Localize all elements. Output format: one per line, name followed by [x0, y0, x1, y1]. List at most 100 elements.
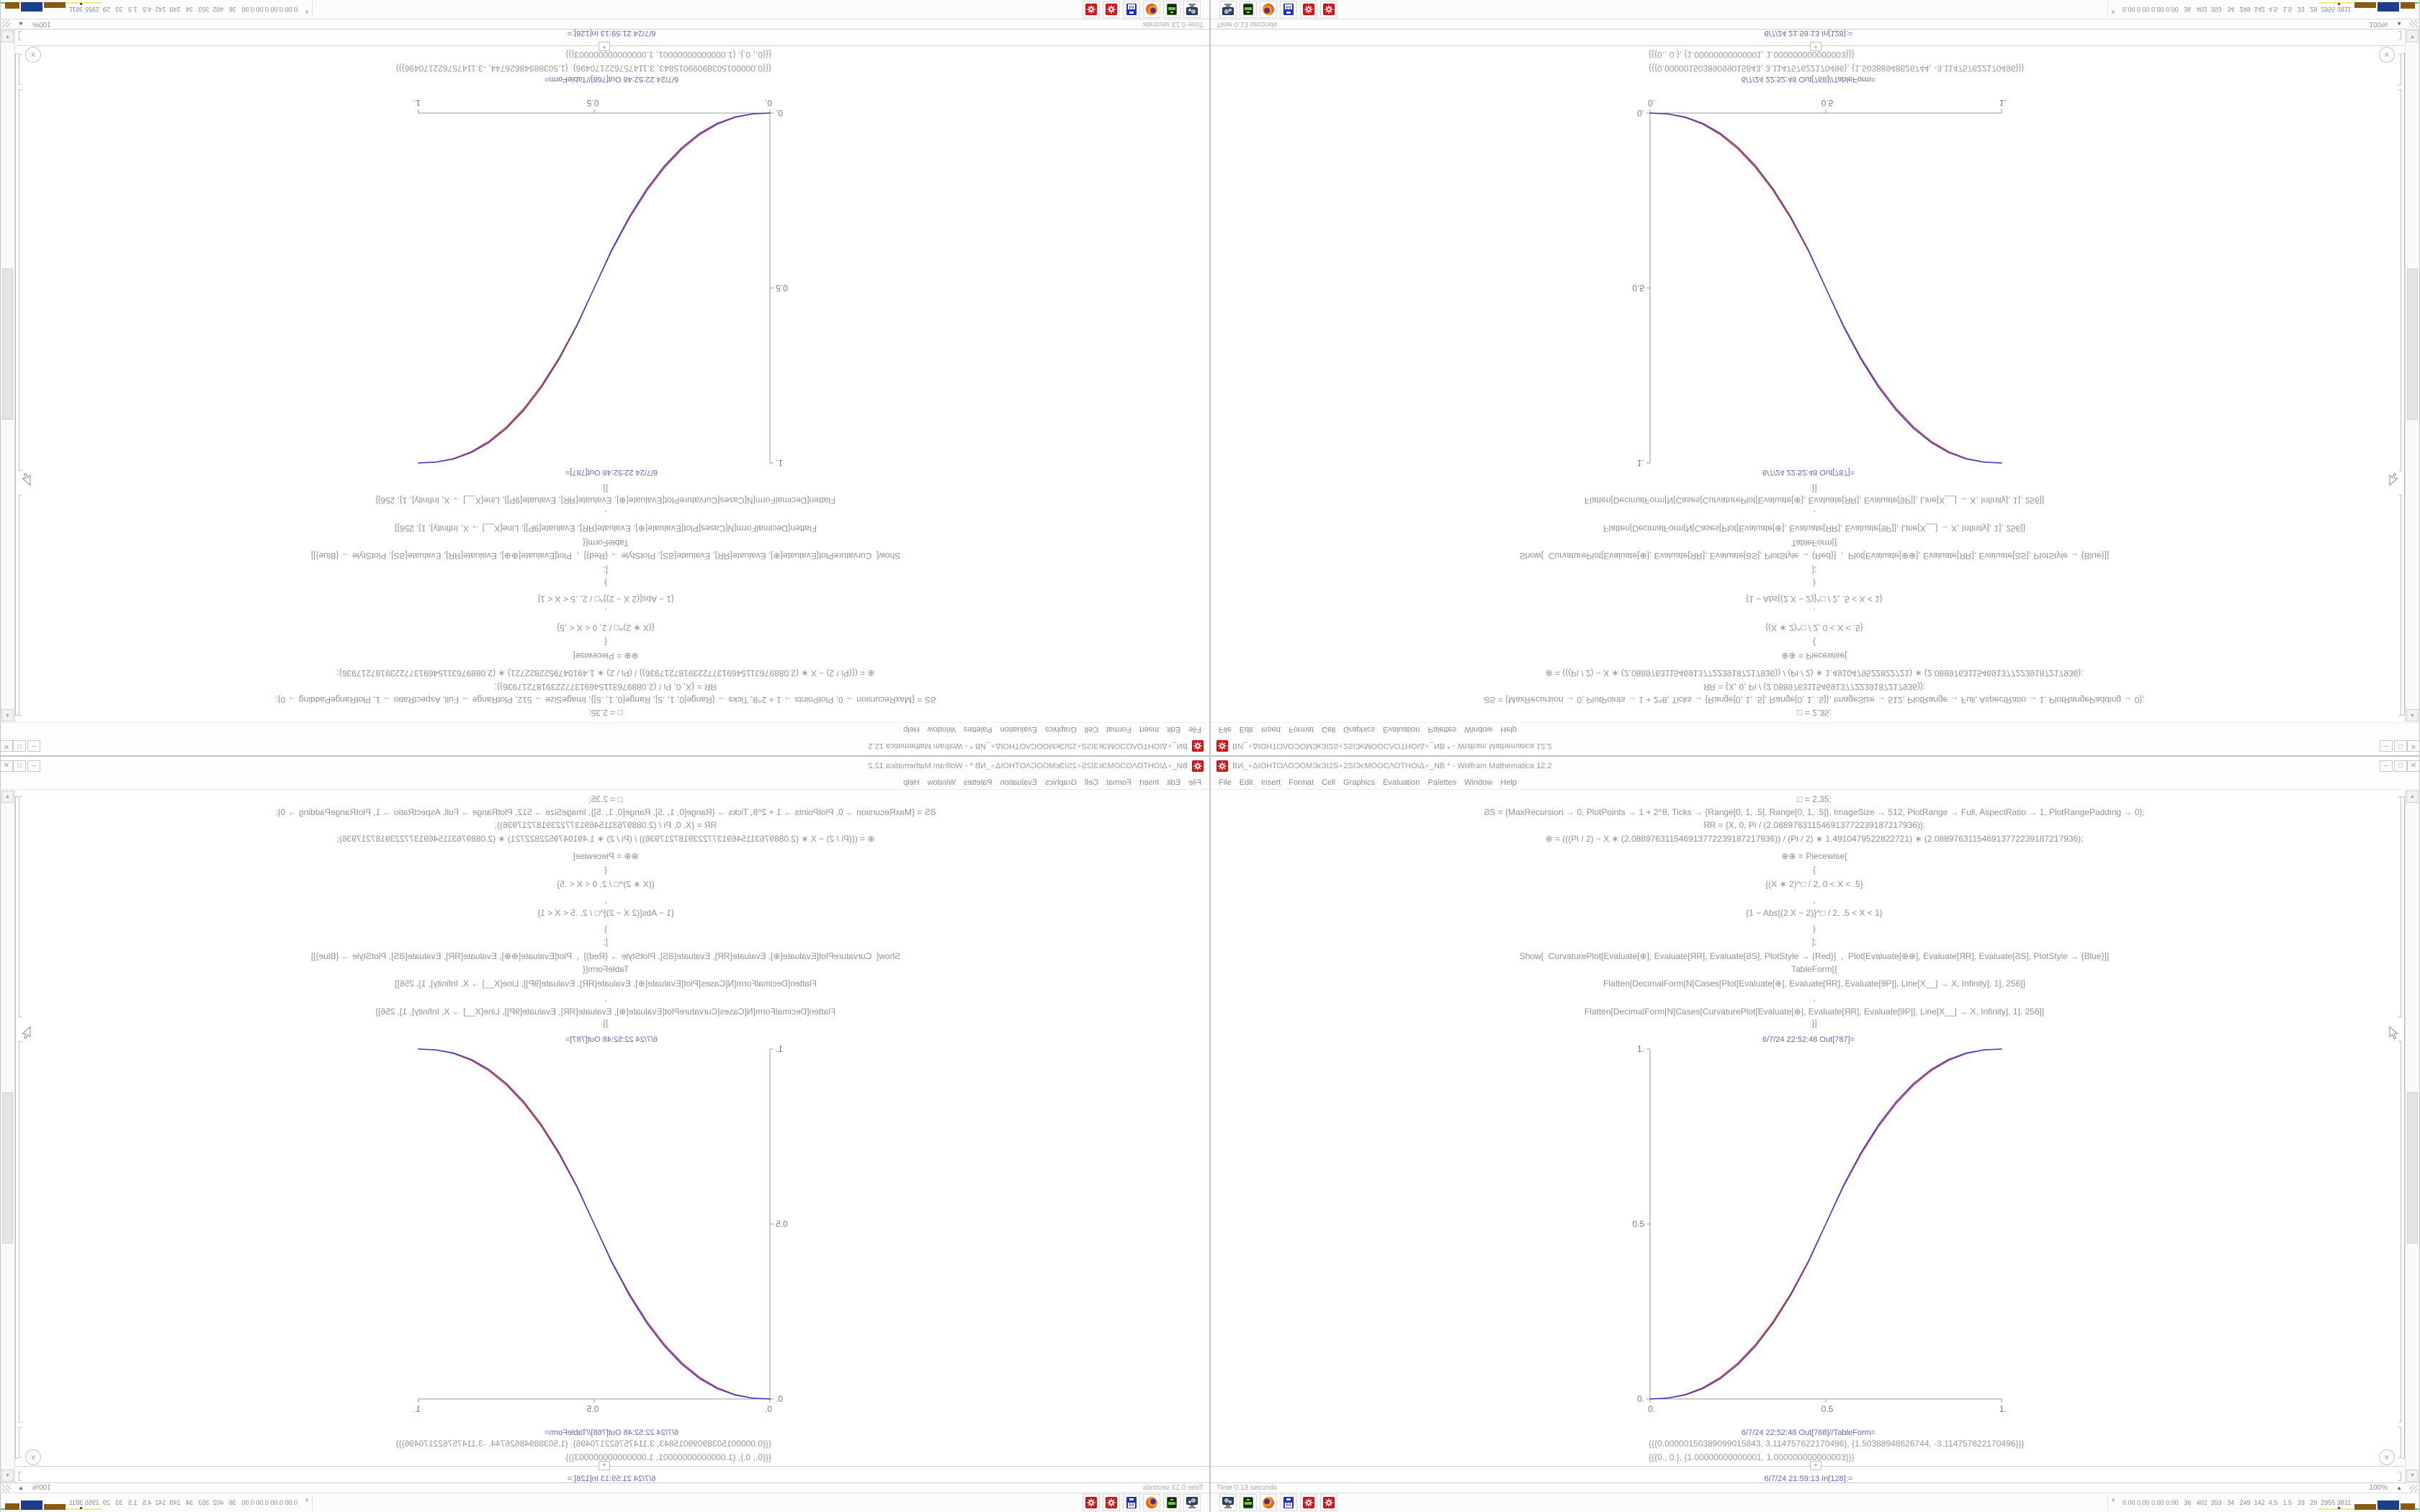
code-line[interactable]: Flatten[DecimalForm[N[Cases[CurvaturePlo… [375, 1007, 836, 1017]
menu-item[interactable]: Edit [1167, 725, 1181, 734]
cell-bracket-code[interactable] [2398, 495, 2401, 716]
menu-item[interactable]: Help [1500, 725, 1517, 734]
menu-item[interactable]: Edit [1239, 778, 1253, 787]
code-line[interactable]: ⊕⊕ = Piecewise[ [1781, 651, 1847, 661]
cell-bracket-plot[interactable] [2398, 89, 2401, 471]
menu-item[interactable]: Edit [1167, 778, 1181, 787]
cell-bracket-code[interactable] [2398, 796, 2401, 1017]
vertical-scrollbar[interactable]: ▲ ▼ [2405, 790, 2419, 1482]
code-line[interactable]: □ = 2.35; [1797, 794, 1832, 804]
code-line[interactable]: ЯR = {X, 0, Pi / (2.08897631154691377223… [1703, 682, 1926, 692]
title-bar[interactable]: ВИ_∘ΔΙΟΗΤΟΛΟƆΟΜЭϵЗΙ2Ѕ∘2ЅΙЭϵΜΟΟϹΛΟΤΗΟΙΔ∘_… [0, 737, 1209, 755]
close-button[interactable]: ✕ [0, 760, 13, 772]
code-line[interactable]: ]; [603, 565, 609, 575]
cell-bracket-code[interactable] [19, 495, 22, 716]
taskbar-mathematica-button[interactable] [1103, 1494, 1120, 1511]
cell-bracket-group[interactable] [2402, 796, 2405, 1459]
code-line[interactable]: {1 − Abs[(2 X − 2)]^□ / 2, .5 < X < 1} [537, 908, 674, 918]
scroll-to-end-button[interactable]: » [2379, 47, 2395, 63]
code-line[interactable]: Show[ CurvaturePlot[Evaluate[⊕], Evaluat… [310, 551, 901, 561]
code-line[interactable]: {1 − Abs[(2 X − 2)]^□ / 2, .5 < X < 1} [537, 594, 674, 604]
menu-item[interactable]: Graphics [1343, 778, 1376, 787]
cell-bracket-input[interactable] [19, 31, 22, 40]
cell-insert-plus-button[interactable]: + [599, 1461, 610, 1470]
minimize-button[interactable]: – [2380, 760, 2393, 772]
code-line[interactable]: {(X ∗ 2)^□ / 2, 0 < X < .5} [1765, 879, 1863, 889]
code-line[interactable]: □ = 2.35; [588, 794, 623, 804]
menu-item[interactable]: Format [1106, 778, 1131, 787]
menu-item[interactable]: Window [1464, 725, 1493, 734]
zoom-menu-icon[interactable]: ▲ [18, 21, 24, 27]
cell-bracket-table[interactable] [2398, 54, 2401, 85]
cell-bracket-input[interactable] [2398, 31, 2401, 40]
scrollbar-thumb[interactable] [2, 269, 13, 420]
scroll-to-end-button[interactable]: » [25, 47, 41, 63]
menu-item[interactable]: Insert [1260, 725, 1281, 734]
code-line[interactable]: {1 − Abs[(2 X − 2)]^□ / 2, .5 < X < 1} [1746, 908, 1883, 918]
minimize-button[interactable]: – [27, 760, 40, 772]
notebook-content[interactable]: □ = 2.35; ϨЅ = {MaxRecursion → 0, PlotPoi… [1, 30, 1209, 722]
scrollbar-thumb[interactable] [2, 1092, 13, 1243]
cell-bracket-plot[interactable] [19, 1041, 22, 1423]
taskbar-floppy64-button[interactable]: 64 [1280, 1, 1297, 18]
code-line[interactable]: □ = 2.35; [1797, 708, 1832, 718]
code-line[interactable]: ⊕⊕ = Piecewise[ [573, 651, 639, 661]
code-line[interactable]: {(X ∗ 2)^□ / 2, 0 < X < .5} [1765, 623, 1863, 633]
taskbar-firefox-button[interactable] [1260, 1494, 1277, 1511]
zoom-level[interactable]: 100% [32, 1484, 51, 1492]
code-line[interactable]: ϨЅ = {MaxRecursion → 0, PlotPoints → 1 +… [275, 695, 936, 705]
scroll-up-icon[interactable]: ▲ [1, 709, 14, 721]
menu-item[interactable]: Palettes [1428, 778, 1457, 787]
notebook-content[interactable]: □ = 2.35; ϨЅ = {MaxRecursion → 0, PlotPoi… [1211, 30, 2419, 722]
cell-bracket-group[interactable] [15, 53, 18, 716]
code-line[interactable]: , [1813, 993, 1816, 1003]
code-line[interactable]: Show[ CurvaturePlot[Evaluate[⊕], Evaluat… [1519, 551, 2110, 561]
vertical-scrollbar[interactable]: ▲ ▼ [1, 30, 15, 722]
scroll-down-icon[interactable]: ▼ [2406, 30, 2419, 42]
taskbar-mathematica-button[interactable] [1103, 1, 1120, 18]
code-line[interactable]: ϨЅ = {MaxRecursion → 0, PlotPoints → 1 +… [275, 807, 936, 817]
menu-item[interactable]: Graphics [1044, 725, 1077, 734]
cell-bracket-table[interactable] [2398, 1427, 2401, 1458]
taskbar-floppy64-button[interactable]: 64 [1123, 1494, 1140, 1511]
taskbar-mathematica-button-2[interactable] [1320, 1, 1337, 18]
resize-grip-icon[interactable] [2409, 1485, 2418, 1492]
taskbar-mathematica-button[interactable] [1300, 1494, 1317, 1511]
zoom-menu-icon[interactable]: ▲ [18, 1485, 24, 1491]
code-line[interactable]: { [604, 637, 608, 647]
title-bar[interactable]: ВИ_∘ΔΙΟΗΤΟΛΟƆΟΜЭϵЗΙ2Ѕ∘2ЅΙЭϵΜΟΟϹΛΟΤΗΟΙΔ∘_… [0, 757, 1209, 775]
code-line[interactable]: {1 − Abs[(2 X − 2)]^□ / 2, .5 < X < 1} [1746, 594, 1883, 604]
taskbar-package-manager-button[interactable] [1240, 1494, 1257, 1511]
code-line[interactable]: } [604, 924, 608, 934]
code-line[interactable]: TableForm[{ [582, 964, 629, 974]
code-line[interactable]: Flatten[DecimalForm[N[Cases[CurvaturePlo… [375, 495, 836, 505]
vertical-scrollbar[interactable]: ▲ ▼ [2405, 30, 2419, 722]
code-line[interactable]: , [1813, 895, 1816, 905]
cell-bracket-code[interactable] [19, 796, 22, 1017]
scrollbar-thumb[interactable] [2407, 1092, 2418, 1243]
zoom-level[interactable]: 100% [2369, 1484, 2388, 1492]
code-line[interactable]: { [1812, 637, 1816, 647]
menu-item[interactable]: Window [927, 778, 956, 787]
taskbar-system-monitor-button[interactable] [1219, 1494, 1237, 1511]
menu-item[interactable]: Edit [1239, 725, 1253, 734]
code-line[interactable]: TableForm[{ [1791, 538, 1838, 548]
maximize-button[interactable]: □ [13, 760, 26, 772]
menu-item[interactable]: Window [1464, 778, 1493, 787]
scrollbar-thumb[interactable] [2407, 269, 2418, 420]
menu-item[interactable]: Palettes [1428, 725, 1457, 734]
close-button[interactable]: ✕ [0, 740, 13, 752]
code-line[interactable]: , [604, 895, 607, 905]
menu-item[interactable]: Insert [1139, 778, 1160, 787]
code-line[interactable]: ЯR = {X, 0, Pi / (2.08897631154691377223… [1703, 820, 1926, 830]
maximize-button[interactable]: □ [2394, 740, 2407, 752]
code-line[interactable]: Flatten[DecimalForm[N[Cases[Plot[Evaluat… [1603, 978, 2025, 989]
menu-item[interactable]: Palettes [963, 725, 992, 734]
code-line[interactable]: { [1812, 865, 1816, 875]
menu-item[interactable]: Graphics [1044, 778, 1077, 787]
code-line[interactable]: }] [603, 1018, 609, 1028]
tray-expand-button[interactable]: » [303, 8, 311, 16]
minimize-button[interactable]: – [27, 740, 40, 752]
menu-item[interactable]: File [1219, 778, 1232, 787]
menu-item[interactable]: Insert [1139, 725, 1160, 734]
